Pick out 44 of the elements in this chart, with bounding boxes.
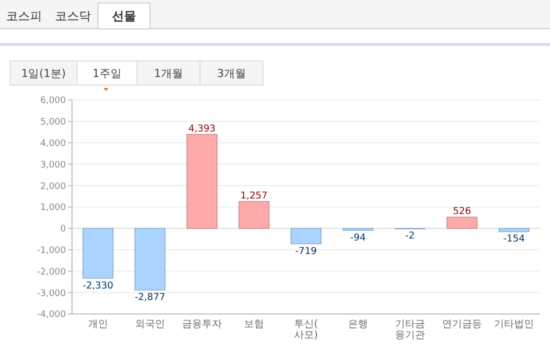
text: 코스피 [6,9,42,23]
x-tick-label: 기타금융기관 [395,319,425,341]
data-label: -94 [350,232,366,244]
y-tick-label: 6,000 [40,96,66,106]
bar [446,216,478,229]
data-label: -154 [503,234,525,245]
bar [82,228,114,279]
data-label: -2,330 [82,280,114,292]
y-tick-label: 4,000 [40,138,66,149]
bar [186,134,218,229]
data-label: 4,393 [188,123,216,134]
bar [290,228,322,244]
y-tick-label: 3,000 [40,160,66,170]
data-label: -2,877 [134,292,166,303]
data-label: 1,257 [240,190,268,202]
text: 선물 [112,9,136,23]
x-tick-label: 은행 [348,319,368,330]
x-tick-label: 기타법인 [494,319,534,330]
x-tick-label: 금융투자 [182,319,222,330]
y-tick-label: -2,000 [36,267,66,278]
x-tick-label: 보험 [244,319,264,330]
y-tick-label: 2,000 [40,182,66,192]
x-tick-label: 개인 [88,319,108,330]
data-label: -719 [295,246,317,257]
y-tick-label: 5,000 [40,118,66,128]
y-tick-label: -1,000 [36,246,66,256]
bar [238,201,270,229]
y-tick-label: 0 [60,224,66,235]
y-tick-label: 1,000 [40,203,66,214]
y-tick-label: -4,000 [36,310,66,320]
text: 1주일 [92,67,122,80]
x-tick-label: 연기금등 [442,319,482,330]
x-tick-label: 투신(사모) [294,319,318,341]
bar [342,228,374,231]
text: 1개월 [154,67,183,80]
bar [134,228,166,290]
x-tick-label: 외국인 [135,319,165,330]
text: 1일(1분) [21,67,66,80]
y-tick-label: -3,000 [36,288,66,299]
data-label: -2 [405,230,415,242]
text: 코스닥 [55,9,91,23]
bar [498,228,530,232]
data-label: 526 [452,206,472,218]
text: 3개월 [217,67,246,80]
